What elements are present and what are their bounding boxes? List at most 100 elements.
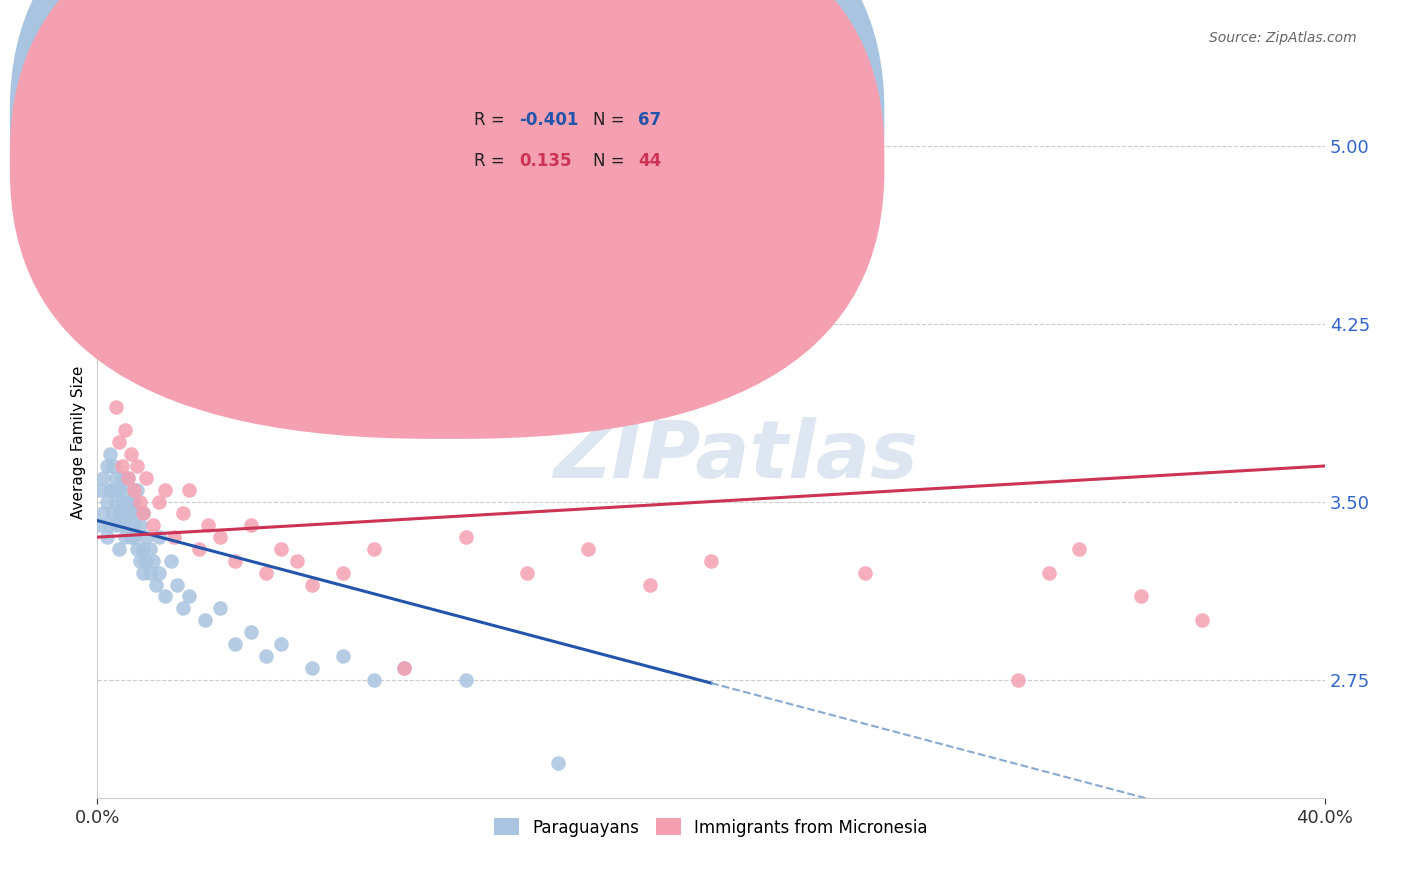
Text: Source: ZipAtlas.com: Source: ZipAtlas.com [1209,31,1357,45]
Text: 67: 67 [638,111,661,128]
Point [98,447,121,461]
Point [547,756,569,770]
Point [638,577,661,591]
Point [114,530,136,544]
Point [224,554,246,568]
Point [108,435,131,450]
Point [142,554,165,568]
Point [93,305,115,319]
Point [1129,590,1152,604]
Point [122,494,145,508]
Text: N =: N = [593,153,630,170]
Point [179,590,201,604]
Point [114,507,136,521]
Point [254,566,277,580]
Text: PARAGUAYAN VS IMMIGRANTS FROM MICRONESIA AVERAGE FAMILY SIZE CORRELATION CHART: PARAGUAYAN VS IMMIGRANTS FROM MICRONESIA… [49,31,807,46]
Point [194,613,217,627]
Point [254,648,277,663]
Point [172,601,194,615]
Point [101,458,124,473]
Point [120,507,142,521]
Point [117,494,139,508]
Point [104,518,127,533]
Point [1038,566,1060,580]
Point [197,518,219,533]
Text: 44: 44 [638,153,662,170]
Point [1007,673,1029,687]
Point [132,566,155,580]
Y-axis label: Average Family Size: Average Family Size [72,366,86,519]
Point [104,471,127,485]
Point [454,530,477,544]
Point [224,637,246,651]
Point [132,541,155,556]
Point [239,518,262,533]
Point [163,530,186,544]
Point [853,566,876,580]
Point [239,625,262,640]
Point [114,423,136,437]
Point [129,554,152,568]
Point [135,554,157,568]
Point [145,577,167,591]
Point [1191,613,1213,627]
Point [96,494,118,508]
Point [270,541,292,556]
Point [98,483,121,497]
Point [104,400,127,414]
Point [93,471,115,485]
Point [120,447,142,461]
Point [392,660,415,674]
Point [209,601,232,615]
Point [332,566,354,580]
Point [127,483,149,497]
Point [129,494,152,508]
Point [98,518,121,533]
Point [111,471,134,485]
Point [120,530,142,544]
Point [127,507,149,521]
Text: N =: N = [593,111,630,128]
Point [108,483,131,497]
Point [117,518,139,533]
Point [122,483,145,497]
Point [153,590,176,604]
Text: -0.401: -0.401 [519,111,578,128]
Point [98,352,121,367]
Point [270,637,292,651]
Point [101,483,124,497]
Point [576,541,599,556]
Point [363,673,385,687]
Point [1069,541,1091,556]
Point [117,471,139,485]
Point [111,518,134,533]
Point [148,566,170,580]
Legend: Paraguayans, Immigrants from Micronesia: Paraguayans, Immigrants from Micronesia [488,812,935,843]
Point [108,541,131,556]
Point [285,554,308,568]
Point [172,507,194,521]
Point [187,541,209,556]
Point [122,518,145,533]
Point [108,507,131,521]
Point [96,340,118,354]
Point [111,458,134,473]
Point [392,660,415,674]
Point [89,518,111,533]
Point [135,471,157,485]
Point [138,566,160,580]
Point [166,577,188,591]
Point [127,541,149,556]
Point [209,530,232,544]
Point [700,554,723,568]
Text: R =: R = [474,153,515,170]
Text: 0.135: 0.135 [519,153,571,170]
Point [132,507,155,521]
Point [138,541,160,556]
Point [454,673,477,687]
Point [132,507,155,521]
Point [96,530,118,544]
Point [363,541,385,556]
Point [129,518,152,533]
Point [96,458,118,473]
